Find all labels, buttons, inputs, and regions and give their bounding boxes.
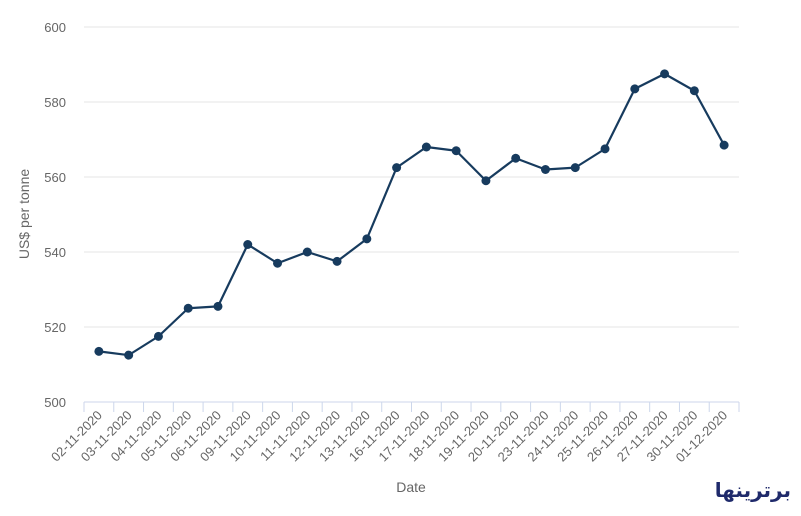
data-point[interactable] <box>511 153 521 163</box>
data-point[interactable] <box>362 234 372 244</box>
data-point[interactable] <box>570 163 580 173</box>
data-point[interactable] <box>332 256 342 266</box>
data-point[interactable] <box>660 69 670 79</box>
data-point[interactable] <box>213 301 223 311</box>
x-axis-title: Date <box>396 479 426 495</box>
y-tick-label: 540 <box>44 245 66 260</box>
data-point[interactable] <box>600 144 610 154</box>
data-point[interactable] <box>243 240 253 249</box>
y-axis-title: US$ per tonne <box>16 169 32 259</box>
y-axis-ticks: 500 520 540 560 580 600 <box>44 20 66 410</box>
brand-watermark: برترینها <box>714 478 791 502</box>
y-tick-label: 520 <box>44 320 66 335</box>
data-point[interactable] <box>124 350 134 360</box>
data-point[interactable] <box>481 176 491 186</box>
data-point[interactable] <box>719 140 729 150</box>
data-point[interactable] <box>392 163 402 173</box>
y-tick-label: 580 <box>44 95 66 110</box>
grid-lines <box>84 26 739 328</box>
data-point[interactable] <box>540 165 550 174</box>
data-point[interactable] <box>689 86 699 96</box>
data-point[interactable] <box>451 146 461 156</box>
series-line <box>97 72 726 357</box>
data-point[interactable] <box>273 258 283 268</box>
data-point[interactable] <box>153 331 163 341</box>
y-tick-label: 560 <box>44 170 66 185</box>
y-tick-label: 600 <box>44 20 66 35</box>
y-tick-label: 500 <box>44 395 66 410</box>
data-point[interactable] <box>183 303 193 313</box>
series-group <box>94 69 729 360</box>
data-point[interactable] <box>421 142 431 152</box>
data-point[interactable] <box>302 247 312 257</box>
x-axis: 02-11-202003-11-202004-11-202005-11-2020… <box>48 401 740 465</box>
data-point[interactable] <box>94 346 104 356</box>
data-point[interactable] <box>630 84 640 94</box>
